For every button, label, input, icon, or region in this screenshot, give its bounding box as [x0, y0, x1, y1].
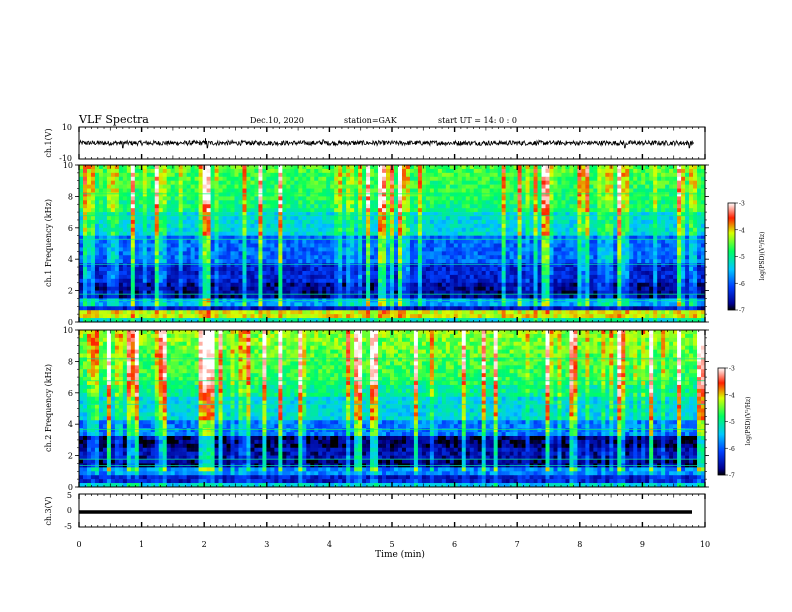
colorbar-tick-label: -3: [729, 366, 735, 373]
colorbar-tick-label: -6: [729, 446, 735, 453]
frequency-tick-label: 4: [68, 255, 73, 264]
ch1-frequency-ticks: 0 2 4 6 8 10: [63, 161, 709, 327]
ch1-spectrogram-heatmap: [79, 165, 706, 323]
ch2-spectrogram-heatmap: [79, 330, 706, 488]
time-axis-label: Time (min): [375, 549, 425, 560]
frequency-tick-label: 6: [68, 224, 73, 233]
colorbar-tick-label: -5: [729, 419, 735, 426]
time-tick-label: 1: [139, 540, 144, 549]
colorbar-tick-label: -6: [739, 281, 745, 288]
time-tick-label: 10: [700, 540, 710, 549]
time-axis-tick-labels: 0 1 2 3 4 5 6 7 8 9 10: [76, 540, 710, 549]
ch1-ytick-top: 10: [62, 123, 72, 132]
time-tick-label: 3: [264, 540, 269, 549]
figure-title: VLF Spectra: [78, 113, 149, 126]
time-tick-label: 7: [515, 540, 520, 549]
ch3-time-ticks: [78, 494, 706, 527]
time-tick-label: 4: [327, 540, 332, 549]
ch1-ytick-bottom: -10: [59, 154, 72, 163]
time-tick-label: 6: [452, 540, 457, 549]
ch1-time-ticks: [78, 165, 706, 322]
frequency-tick-label: 8: [68, 357, 73, 366]
ch2-frequency-ylabel: ch.2 Frequency (kHz): [44, 364, 53, 452]
time-tick-label: 8: [577, 540, 582, 549]
ch1-waveform-panel: 10 -10 ch.1(V): [44, 123, 706, 163]
ch1-frequency-ylabel: ch.1 Frequency (kHz): [44, 199, 53, 287]
ch3-ytick-bottom: -5: [64, 522, 72, 531]
colorbar-tick-label: -5: [739, 254, 745, 261]
ch1-colorbar-label: log(PSD)(V²/Hz): [759, 232, 766, 281]
ch3-ylabel: ch.3(V): [44, 496, 53, 525]
ch2-colorbar-ticks: -3 -4 -5 -6 -7: [725, 366, 735, 480]
frequency-tick-label: 10: [63, 326, 73, 335]
ch2-time-ticks: [78, 330, 706, 487]
time-tick-label: 9: [640, 540, 645, 549]
time-tick-label: 2: [202, 540, 207, 549]
frequency-tick-label: 10: [63, 161, 73, 170]
ch2-colorbar: -3 -4 -5 -6 -7 log(PSD)(V²/Hz): [717, 366, 752, 480]
ch3-waveform-panel: 5 0 -5 ch.3(V): [44, 491, 706, 531]
frequency-tick-label: 4: [68, 420, 73, 429]
start-time-label: start UT = 14: 0 : 0: [438, 116, 517, 125]
ch3-ytick-mid: 0: [67, 506, 72, 515]
date-label: Dec.10, 2020: [250, 116, 304, 125]
ch1-waveform-line: [78, 138, 695, 149]
ch1-colorbar: -3 -4 -5 -6 -7 log(PSD)(V²/Hz): [727, 201, 766, 315]
frequency-tick-label: 0: [68, 483, 73, 492]
colorbar-tick-label: -4: [739, 227, 745, 234]
ch1-ylabel: ch.1(V): [44, 128, 53, 157]
ch1-colorbar-ticks: -3 -4 -5 -6 -7: [735, 201, 745, 315]
frequency-tick-label: 6: [68, 389, 73, 398]
frequency-tick-label: 8: [68, 192, 73, 201]
colorbar-tick-label: -7: [739, 308, 745, 315]
frequency-tick-label: 0: [68, 318, 73, 327]
time-tick-label: 0: [76, 540, 81, 549]
ch2-spectrogram-panel: 0 2 4 6 8 10 ch.2 Frequency (kHz): [44, 326, 709, 492]
ch1-spectrogram-panel: 0 2 4 6 8 10 ch.1 Frequency (kHz): [44, 161, 709, 327]
ch2-colorbar-label: log(PSD)(V²/Hz): [745, 397, 752, 446]
ch1-waveform-ticks: [78, 127, 706, 159]
colorbar-tick-label: -7: [729, 473, 735, 480]
frequency-tick-label: 2: [68, 287, 73, 296]
colorbar-tick-label: -4: [729, 392, 735, 399]
time-tick-label: 5: [389, 540, 394, 549]
ch3-ytick-top: 5: [67, 491, 72, 500]
colorbar-tick-label: -3: [739, 201, 745, 208]
frequency-tick-label: 2: [68, 452, 73, 461]
station-label: station=GAK: [344, 116, 398, 125]
